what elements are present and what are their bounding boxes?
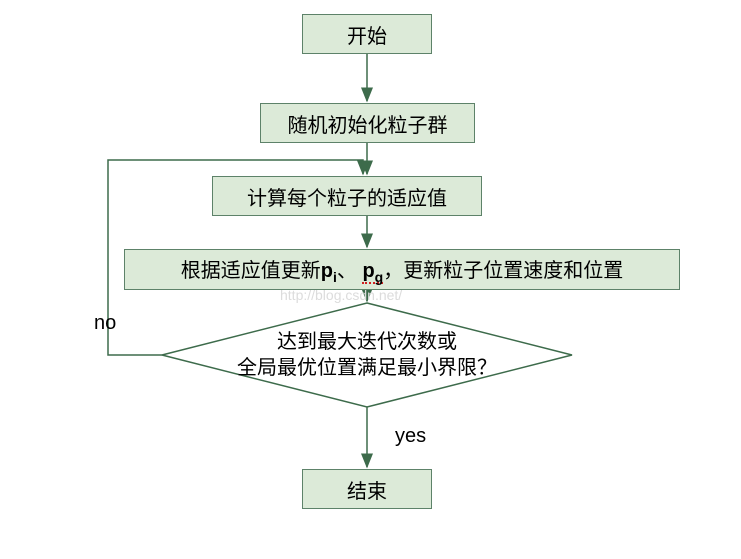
node-start: 开始 xyxy=(302,14,432,54)
label-no: no xyxy=(94,312,116,335)
node-end-label: 结束 xyxy=(347,475,387,504)
label-yes: yes xyxy=(395,425,426,448)
node-update-text: 根据适应值更新pi、 pg，更新粒子位置速度和位置 xyxy=(181,254,623,285)
decision-line2: 全局最优位置满足最小界限？ xyxy=(217,355,517,381)
node-init: 随机初始化粒子群 xyxy=(260,103,475,143)
decision-line1: 达到最大迭代次数或 xyxy=(217,329,517,355)
node-fitness-label: 计算每个粒子的适应值 xyxy=(247,182,447,211)
node-update: 根据适应值更新pi、 pg，更新粒子位置速度和位置 xyxy=(124,249,680,290)
watermark: http://blog.csdn.net/ xyxy=(280,287,402,303)
node-start-label: 开始 xyxy=(347,20,387,49)
node-init-label: 随机初始化粒子群 xyxy=(288,109,448,138)
node-end: 结束 xyxy=(302,469,432,509)
node-decision-text: 达到最大迭代次数或 全局最优位置满足最小界限？ xyxy=(217,329,517,381)
node-fitness: 计算每个粒子的适应值 xyxy=(212,176,482,216)
